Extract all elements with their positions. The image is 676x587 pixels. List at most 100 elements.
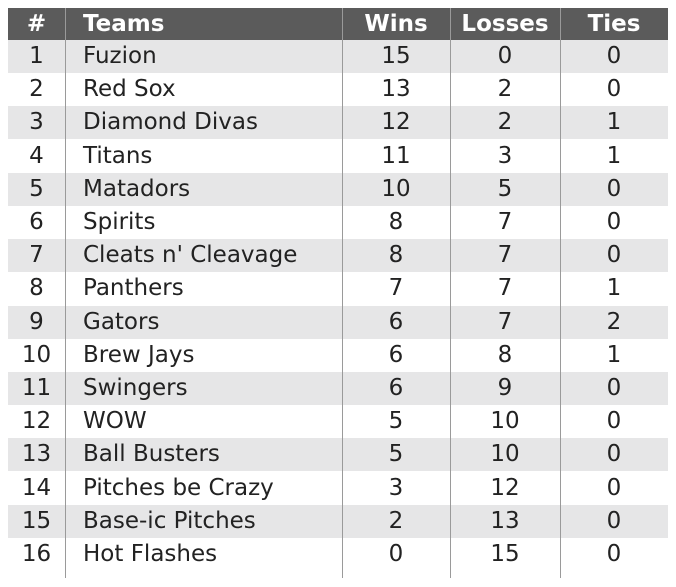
header-cell: Teams [83, 11, 165, 37]
losses-cell: 13 [490, 507, 520, 534]
table-row: 13 Ball Busters 5 10 0 [8, 438, 668, 472]
table-row: 16 Hot Flashes 0 15 0 [8, 538, 668, 571]
table-row: 12 WOW 5 10 0 [8, 405, 668, 438]
wins-cell: 3 [388, 474, 404, 501]
column-divider [560, 8, 561, 578]
losses-cell: 2 [497, 76, 513, 103]
rank-cell: 12 [21, 408, 52, 435]
table-row: 9 Gators 6 7 2 [8, 305, 668, 339]
team-cell: Titans [83, 142, 153, 169]
wins-cell: 6 [388, 375, 404, 401]
wins-cell: 13 [381, 76, 411, 103]
table-row: 4 Titans 11 3 1 [8, 140, 668, 173]
wins-cell: 6 [388, 308, 404, 335]
team-cell: WOW [83, 408, 147, 435]
column-divider [342, 8, 343, 578]
header-cell: # [26, 11, 47, 37]
column-divider [450, 8, 451, 578]
wins-cell: 11 [381, 142, 411, 169]
table-row: 3 Diamond Divas 12 2 1 [8, 106, 668, 140]
header-cell: Wins [364, 11, 428, 37]
wins-cell: 7 [388, 275, 404, 302]
table-row: 15 Base-ic Pitches 2 13 0 [8, 504, 668, 538]
wins-cell: 5 [388, 441, 404, 468]
rank-cell: 2 [29, 76, 44, 103]
rank-cell: 3 [29, 109, 44, 136]
wins-cell: 5 [388, 408, 404, 435]
rank-cell: 8 [29, 275, 44, 302]
table-row: 6 Spirits 8 7 0 [8, 206, 668, 239]
rank-cell: 5 [29, 175, 44, 202]
team-cell: Fuzion [83, 43, 157, 69]
losses-cell: 0 [497, 43, 513, 69]
losses-cell: 7 [497, 242, 513, 269]
rank-cell: 1 [29, 43, 44, 69]
ties-cell: 0 [606, 375, 622, 401]
team-cell: Spirits [83, 209, 156, 235]
losses-cell: 12 [490, 474, 520, 501]
ties-cell: 1 [606, 275, 622, 302]
team-cell: Base-ic Pitches [83, 507, 256, 534]
ties-cell: 0 [606, 209, 622, 235]
losses-cell: 15 [490, 541, 520, 567]
table-row: 1 Fuzion 15 0 0 [8, 40, 668, 73]
wins-cell: 2 [388, 507, 404, 534]
team-cell: Diamond Divas [83, 109, 258, 136]
ties-cell: 0 [606, 541, 622, 567]
wins-cell: 8 [388, 242, 404, 269]
ties-cell: 1 [606, 109, 622, 136]
losses-cell: 7 [497, 209, 513, 235]
losses-cell: 3 [497, 142, 513, 169]
table-row: 5 Matadors 10 5 0 [8, 172, 668, 206]
header-cell: Losses [461, 11, 549, 37]
team-cell: Matadors [83, 175, 191, 202]
losses-cell: 2 [497, 109, 513, 136]
wins-cell: 0 [388, 541, 404, 567]
rank-cell: 14 [21, 474, 52, 501]
table-row: 14 Pitches be Crazy 3 12 0 [8, 472, 668, 505]
ties-cell: 0 [606, 76, 622, 103]
losses-cell: 7 [497, 308, 513, 335]
wins-cell: 8 [388, 209, 404, 235]
ties-cell: 0 [606, 242, 622, 269]
team-cell: Brew Jays [83, 341, 195, 368]
team-cell: Swingers [83, 375, 188, 401]
losses-cell: 5 [497, 175, 513, 202]
ties-cell: 0 [606, 474, 622, 501]
table-row: 2 Red Sox 13 2 0 [8, 73, 668, 106]
wins-cell: 15 [381, 43, 411, 69]
team-cell: Panthers [83, 275, 184, 302]
rank-cell: 9 [29, 308, 44, 335]
wins-cell: 12 [381, 109, 411, 136]
team-cell: Gators [83, 308, 160, 335]
team-cell: Ball Busters [83, 441, 220, 468]
ties-cell: 0 [606, 408, 622, 435]
rank-cell: 4 [29, 142, 44, 169]
table-row: 10 Brew Jays 6 8 1 [8, 339, 668, 372]
losses-cell: 9 [497, 375, 513, 401]
ties-cell: 0 [606, 43, 622, 69]
losses-cell: 10 [490, 408, 520, 435]
ties-cell: 2 [606, 308, 622, 335]
team-cell: Pitches be Crazy [83, 474, 274, 501]
rank-cell: 7 [29, 242, 44, 269]
table-row: 11 Swingers 6 9 0 [8, 372, 668, 405]
team-cell: Hot Flashes [83, 541, 218, 567]
ties-cell: 1 [606, 341, 622, 368]
rank-cell: 15 [21, 507, 52, 534]
wins-cell: 6 [388, 341, 404, 368]
team-cell: Red Sox [83, 76, 176, 103]
column-divider [65, 8, 66, 578]
losses-cell: 10 [490, 441, 520, 468]
rank-cell: 11 [21, 375, 52, 401]
rank-cell: 13 [21, 441, 52, 468]
ties-cell: 0 [606, 441, 622, 468]
table-row: 8 Panthers 7 7 1 [8, 272, 668, 305]
ties-cell: 0 [606, 175, 622, 202]
header-row: # Teams Wins Losses Ties [8, 8, 668, 40]
rank-cell: 6 [29, 209, 44, 235]
losses-cell: 7 [497, 275, 513, 302]
rank-cell: 10 [21, 341, 52, 368]
table-row: 7 Cleats n' Cleavage 8 7 0 [8, 239, 668, 273]
